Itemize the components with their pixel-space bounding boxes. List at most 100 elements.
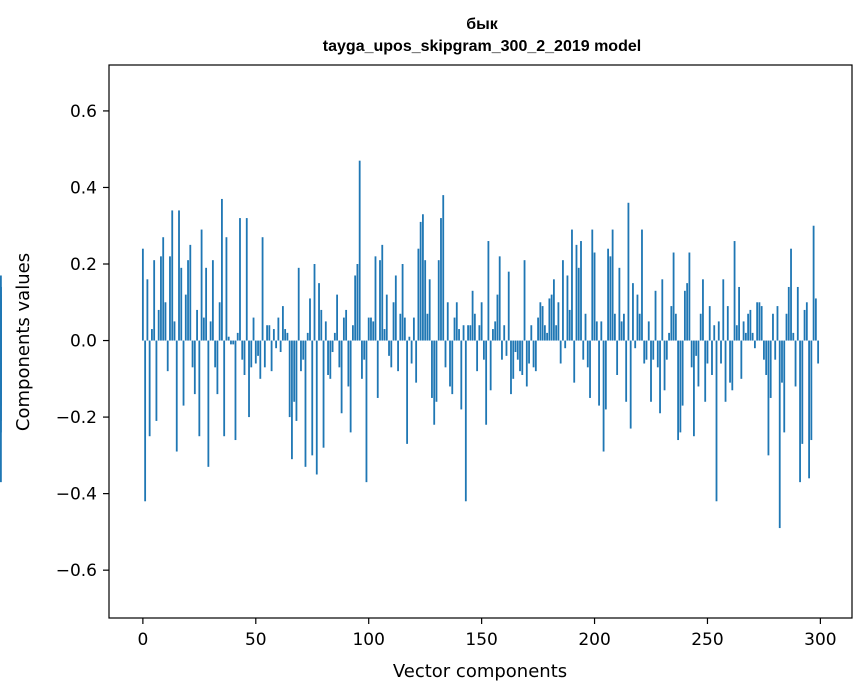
bar [241, 340, 244, 360]
bar [232, 340, 235, 345]
bar [638, 313, 641, 341]
bar [178, 210, 180, 341]
bar [401, 264, 404, 341]
bar [575, 244, 578, 341]
bar [300, 340, 302, 372]
chart-subtitle: tayga_upos_skipgram_300_2_2019 model [323, 38, 641, 55]
bar [227, 336, 230, 341]
bar [783, 340, 786, 433]
bar [266, 325, 268, 341]
bar [460, 340, 463, 410]
y-tick-label: −0.2 [56, 408, 97, 428]
bar [751, 332, 754, 341]
bar [410, 340, 413, 364]
bar [453, 317, 456, 341]
bar [164, 302, 167, 341]
bar [277, 317, 280, 341]
bar [424, 260, 427, 341]
bar [715, 340, 718, 502]
bar [196, 309, 198, 341]
bar [218, 302, 221, 341]
bar [537, 317, 539, 341]
bar [516, 340, 519, 360]
bar [510, 340, 512, 395]
bar [342, 317, 345, 341]
bar [598, 340, 600, 406]
bar [315, 340, 318, 475]
x-tick-label: 200 [578, 630, 610, 650]
bar [790, 248, 792, 341]
bar [263, 340, 266, 368]
bar [446, 302, 449, 341]
bar [304, 340, 307, 467]
bar [805, 302, 808, 341]
bar [385, 294, 388, 341]
bar [225, 237, 228, 341]
bar [469, 325, 472, 341]
bar [505, 340, 508, 356]
bar [604, 340, 607, 410]
bar [297, 267, 300, 341]
bar [589, 340, 591, 398]
bar [397, 340, 399, 372]
bar [320, 309, 323, 341]
bar [408, 336, 411, 341]
bar [286, 332, 289, 341]
bar [767, 340, 770, 456]
bar [0, 340, 2, 433]
bar [451, 340, 454, 395]
bar [729, 340, 731, 383]
bar [539, 302, 542, 341]
bar [259, 340, 262, 379]
bar [634, 340, 637, 349]
bar [600, 321, 603, 341]
bar [322, 340, 325, 448]
bar [431, 340, 433, 398]
bar [311, 340, 314, 456]
bar [706, 340, 709, 364]
bar [379, 260, 381, 341]
bar [548, 298, 551, 341]
bar [584, 313, 587, 341]
bar [399, 313, 402, 341]
bar [478, 325, 481, 341]
bar [485, 340, 488, 425]
bar [394, 275, 397, 341]
bar [568, 309, 571, 341]
bar [593, 252, 596, 341]
bar [514, 340, 517, 353]
bar [281, 306, 284, 341]
bar [175, 340, 178, 452]
bar [455, 302, 458, 341]
bar [573, 340, 576, 383]
bar [801, 340, 804, 444]
bar [763, 340, 765, 360]
bar [340, 340, 343, 414]
bar [681, 340, 684, 406]
bar [331, 340, 334, 353]
bar [704, 340, 707, 402]
bar [157, 309, 160, 341]
bar [552, 279, 555, 341]
y-axis: −0.6 −0.4 −0.2 0.0 0.2 0.4 0.6 [56, 102, 109, 581]
bar [205, 267, 208, 341]
bar [146, 279, 149, 341]
bar [774, 340, 777, 360]
bar [722, 279, 725, 341]
bar [151, 329, 153, 341]
bar [275, 340, 278, 349]
bar [769, 340, 772, 398]
bar [808, 340, 810, 479]
bar [618, 267, 621, 341]
bar [365, 340, 368, 483]
bar [595, 321, 598, 341]
bar [444, 340, 447, 368]
bar [566, 275, 569, 341]
bar [609, 256, 612, 341]
bar [559, 340, 562, 364]
bar [324, 321, 327, 341]
bar [785, 313, 788, 341]
bar [318, 283, 320, 341]
bar [198, 340, 201, 437]
bar [381, 244, 384, 341]
